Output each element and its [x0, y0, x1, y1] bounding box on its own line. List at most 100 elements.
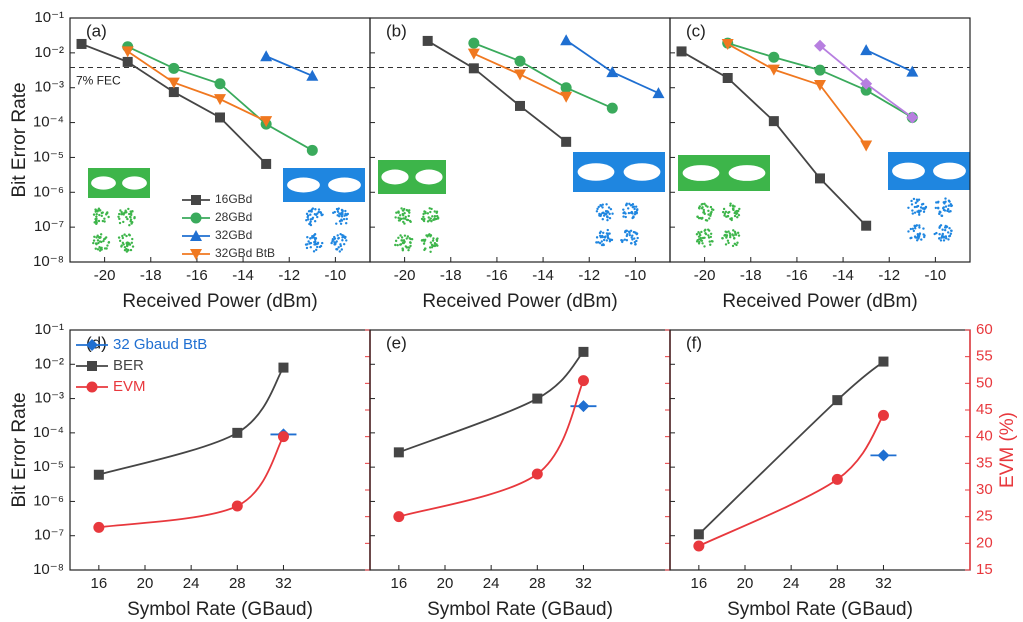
x-tick-label: -12 [878, 267, 900, 284]
constellation-point [941, 228, 943, 230]
constellation-point [408, 215, 410, 217]
constellation-point [122, 221, 124, 223]
x-tick-label: -18 [140, 267, 162, 284]
constellation-point [947, 208, 949, 210]
marker [468, 49, 480, 60]
constellation-point [732, 209, 734, 211]
constellation-point [910, 200, 912, 202]
constellation-point [702, 211, 704, 213]
constellation-point [708, 236, 710, 238]
constellation-point [732, 205, 734, 207]
constellation-point [701, 242, 703, 244]
constellation-point [943, 239, 945, 241]
constellation-point [340, 223, 342, 225]
constellation-point [310, 218, 312, 220]
constellation-point [595, 241, 597, 243]
constellation-point [910, 228, 912, 230]
marker [168, 63, 179, 74]
constellation-point [131, 242, 133, 244]
eye-opening [381, 170, 408, 185]
y2-tick-label: 45 [976, 401, 993, 418]
series-line [474, 43, 612, 108]
constellation-point [306, 247, 308, 249]
constellation-point [407, 235, 409, 237]
marker [677, 46, 687, 56]
constellation-point [602, 243, 604, 245]
constellation-point [314, 243, 316, 245]
y-tick-label: 10⁻² [34, 355, 64, 372]
constellation-point [98, 220, 100, 222]
constellation-point [341, 248, 343, 250]
series-line [866, 50, 912, 71]
threshold-label: 7% FEC [76, 74, 121, 88]
constellation-point [334, 211, 336, 213]
constellation-point [938, 237, 940, 239]
x-tick-label: 24 [183, 575, 200, 592]
marker [561, 137, 571, 147]
constellation-point [127, 208, 129, 210]
constellation-point [941, 215, 943, 217]
constellation-point [95, 243, 97, 245]
marker [694, 529, 704, 539]
constellation-point [951, 204, 953, 206]
constellation-point [427, 212, 429, 214]
constellation-point [336, 240, 338, 242]
constellation-point [436, 237, 438, 239]
constellation-point [395, 240, 397, 242]
constellation-point [947, 238, 949, 240]
y-tick-label: 10⁻⁵ [33, 458, 64, 475]
y2-tick-label: 50 [976, 374, 993, 391]
constellation-point [738, 208, 740, 210]
constellation-point [307, 218, 309, 220]
constellation-point [394, 216, 396, 218]
constellation-point [124, 210, 126, 212]
constellation-point [916, 210, 918, 212]
constellation-point [918, 224, 920, 226]
constellation-point [732, 234, 734, 236]
constellation-point [911, 209, 913, 211]
x-tick-label: 28 [229, 575, 246, 592]
eye-opening [328, 178, 361, 193]
constellation-point [408, 237, 410, 239]
marker [168, 78, 180, 89]
marker [214, 94, 226, 105]
x-tick-label: 16 [91, 575, 108, 592]
constellation-point [407, 219, 409, 221]
marker [215, 78, 226, 89]
eye-opening [578, 163, 615, 181]
constellation-point [907, 230, 909, 232]
panel-label: (f) [686, 333, 702, 352]
constellation-point [126, 244, 128, 246]
constellation-point [316, 243, 318, 245]
eye-opening [415, 170, 442, 185]
marker [468, 38, 479, 49]
constellation-point [108, 241, 110, 243]
constellation-point [131, 210, 133, 212]
constellation-point [98, 207, 100, 209]
constellation-point [102, 240, 104, 242]
constellation-point [937, 207, 939, 209]
constellation-point [319, 211, 321, 213]
constellation-point [922, 203, 924, 205]
constellation-point [949, 235, 951, 237]
constellation-point [635, 205, 637, 207]
constellation-point [620, 239, 622, 241]
marker [815, 173, 825, 183]
y2-tick-label: 55 [976, 348, 993, 365]
constellation-point [343, 243, 345, 245]
constellation-point [630, 204, 632, 206]
constellation-point [129, 220, 131, 222]
constellation-point [725, 211, 727, 213]
constellation-point [698, 242, 700, 244]
constellation-point [608, 206, 610, 208]
constellation-point [399, 234, 401, 236]
constellation-point [737, 210, 739, 212]
constellation-point [701, 206, 703, 208]
marker [878, 357, 888, 367]
constellation-point [402, 249, 404, 251]
constellation-point [311, 208, 313, 210]
marker [515, 56, 526, 67]
constellation-point [627, 207, 629, 209]
constellation-point [914, 235, 916, 237]
x-tick-label: -20 [394, 267, 416, 284]
